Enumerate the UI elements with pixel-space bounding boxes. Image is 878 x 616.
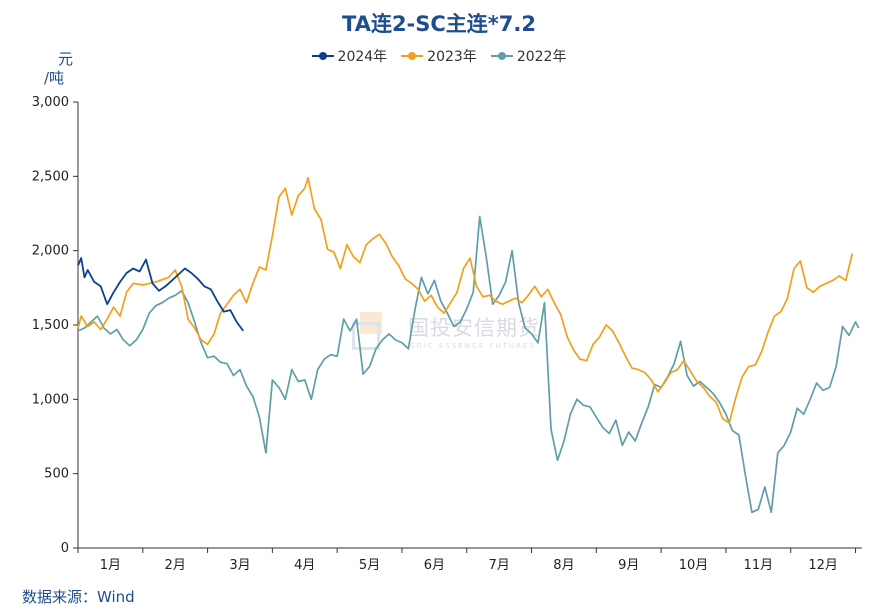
y-tick-label: 2,000 (32, 244, 69, 259)
x-tick-label: 12月 (808, 558, 838, 573)
chart-series (77, 176, 860, 514)
x-tick-label: 6月 (424, 558, 445, 573)
logo-icon (350, 312, 382, 352)
chart-axes: 0 500 1,000 1,500 2,000 2,500 3,000 1月 2月 3月 4月 5月 6… (32, 95, 862, 573)
x-tick-label: 7月 (489, 558, 510, 573)
y-tick-label: 0 (61, 541, 69, 556)
y-unit-top: 元 (58, 50, 74, 68)
y-tick-label: 1,500 (32, 318, 69, 333)
data-source: 数据来源：Wind (22, 588, 135, 606)
legend-item-2024[interactable]: 2024年 (311, 46, 388, 66)
legend-label: 2024年 (337, 49, 388, 65)
series-line-2022年[interactable] (77, 215, 860, 514)
watermark-subtitle: SDIC ESSENCE FUTURES (410, 342, 536, 350)
x-tick-label: 11月 (744, 558, 774, 573)
legend-item-2023[interactable]: 2023年 (401, 46, 477, 66)
x-tick-label: 3月 (229, 558, 250, 573)
legend-item-2022[interactable]: 2022年 (490, 46, 567, 66)
legend-marker-icon (401, 51, 424, 61)
legend-marker-icon (490, 51, 513, 61)
watermark-name: 国投安信期货 (408, 316, 540, 340)
y-tick-label: 500 (44, 467, 69, 482)
x-tick-label: 1月 (100, 558, 121, 573)
x-tick-label: 9月 (618, 558, 639, 573)
y-axis-unit: 元 /吨 (44, 50, 84, 88)
legend-marker-icon (311, 51, 334, 61)
x-tick-label: 10月 (679, 558, 709, 573)
legend-label: 2022年 (516, 49, 567, 65)
x-tick-label: 4月 (294, 558, 315, 573)
y-tick-label: 3,000 (32, 95, 69, 110)
chart-title: TA连2-SC主连*7.2 (342, 12, 536, 36)
x-tick-label: 8月 (553, 558, 574, 573)
series-line-2023年[interactable] (77, 176, 854, 424)
x-tick-label: 2月 (165, 558, 186, 573)
y-tick-label: 1,000 (32, 392, 69, 407)
legend-label: 2023年 (427, 49, 477, 65)
series-line-2024年[interactable] (77, 257, 244, 332)
y-tick-label: 2,500 (32, 169, 69, 184)
y-unit-bottom: /吨 (44, 69, 65, 87)
watermark-logo: 国投安信期货 SDIC ESSENCE FUTURES (350, 310, 570, 356)
x-tick-label: 5月 (359, 558, 380, 573)
chart-legend: 2024年 2023年 2022年 (0, 46, 878, 66)
